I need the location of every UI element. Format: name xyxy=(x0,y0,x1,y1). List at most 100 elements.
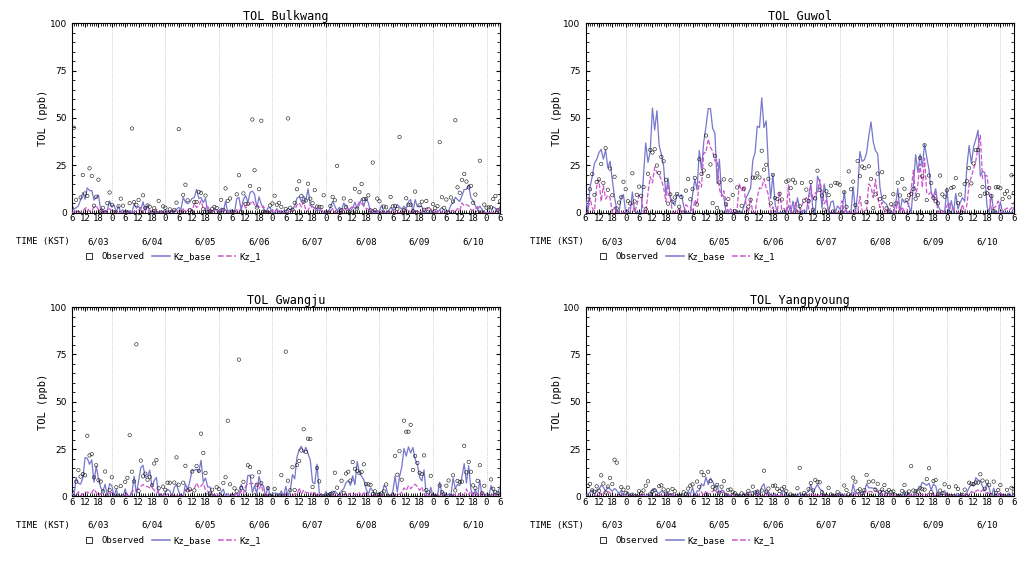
Observed xyxy=(651,481,668,491)
Observed xyxy=(238,492,254,501)
Observed xyxy=(722,176,738,185)
Observed xyxy=(242,181,258,190)
Text: 6/03: 6/03 xyxy=(88,521,110,530)
Observed xyxy=(372,489,388,499)
Observed xyxy=(336,194,352,203)
Observed xyxy=(635,486,651,495)
Observed xyxy=(731,492,748,501)
Observed xyxy=(186,197,203,207)
Observed xyxy=(926,193,942,203)
Observed xyxy=(850,157,866,166)
Observed xyxy=(173,492,189,501)
Observed xyxy=(856,164,872,173)
Observed xyxy=(179,486,196,495)
Observed xyxy=(827,492,844,501)
Observed xyxy=(627,197,643,206)
Observed xyxy=(727,206,743,215)
Observed xyxy=(291,456,307,465)
Observed xyxy=(711,178,727,187)
Observed xyxy=(584,169,600,179)
Observed xyxy=(646,145,663,154)
Observed xyxy=(934,488,950,498)
Observed xyxy=(733,489,750,498)
Observed xyxy=(640,169,656,179)
Observed xyxy=(353,467,370,477)
Observed xyxy=(177,180,194,189)
Observed xyxy=(122,430,138,440)
Observed xyxy=(81,451,97,460)
Kz_1 xyxy=(737,493,750,500)
Observed xyxy=(323,201,339,211)
Observed xyxy=(215,205,231,214)
Kz_base xyxy=(740,493,753,500)
Text: 6/08: 6/08 xyxy=(355,521,377,530)
Observed xyxy=(407,451,423,461)
Observed xyxy=(858,470,874,479)
Observed xyxy=(273,471,290,480)
Observed xyxy=(188,461,205,471)
Observed xyxy=(606,455,623,464)
Observed xyxy=(854,489,870,498)
Observed xyxy=(211,485,227,494)
Observed xyxy=(912,153,929,162)
Observed xyxy=(834,492,850,501)
Observed xyxy=(99,199,116,208)
Observed xyxy=(461,457,477,467)
Observed xyxy=(105,492,122,501)
Observed xyxy=(633,489,649,498)
Observed xyxy=(836,187,852,197)
Text: 6/03: 6/03 xyxy=(88,237,110,246)
Observed xyxy=(958,176,975,186)
Observed xyxy=(754,486,770,495)
Observed xyxy=(854,162,870,171)
Observed xyxy=(160,478,176,488)
Observed xyxy=(463,181,479,190)
Observed xyxy=(117,477,133,486)
Observed xyxy=(268,492,285,501)
Observed xyxy=(776,207,793,217)
Observed xyxy=(378,203,394,212)
Observed xyxy=(487,488,504,497)
Observed xyxy=(476,200,493,209)
Kz_base xyxy=(463,182,475,189)
Kz_1 xyxy=(221,208,233,215)
Observed xyxy=(863,174,880,183)
Observed xyxy=(794,491,810,500)
Observed xyxy=(171,124,187,134)
Kz_base xyxy=(295,443,307,450)
Observed xyxy=(92,477,109,486)
Observed xyxy=(193,429,209,439)
Observed xyxy=(157,485,173,495)
Observed xyxy=(693,169,710,179)
Observed xyxy=(593,159,609,169)
Observed xyxy=(847,477,863,486)
Observed xyxy=(325,192,341,201)
Observed xyxy=(302,194,318,203)
Observed xyxy=(758,160,774,169)
Kz_1 xyxy=(166,207,178,214)
Observed xyxy=(850,486,866,496)
Observed xyxy=(287,485,303,495)
Observed xyxy=(722,485,738,494)
Observed xyxy=(416,205,432,214)
Observed xyxy=(480,491,497,500)
Observed xyxy=(115,492,131,501)
Observed xyxy=(249,203,265,212)
Observed xyxy=(812,185,828,194)
Line: Kz_1: Kz_1 xyxy=(72,483,500,496)
Kz_base xyxy=(1008,204,1020,211)
Observed xyxy=(746,488,763,497)
Observed xyxy=(968,478,984,487)
Observed xyxy=(892,191,908,200)
Observed xyxy=(101,485,118,495)
Observed xyxy=(412,201,428,210)
Kz_1 xyxy=(580,209,592,216)
Observed xyxy=(338,202,354,211)
Observed xyxy=(939,186,955,195)
Observed xyxy=(423,208,439,217)
Kz_1 xyxy=(1008,199,1020,206)
Observed xyxy=(344,457,360,467)
Observed xyxy=(63,203,80,213)
Observed xyxy=(338,469,354,478)
Observed xyxy=(961,164,977,173)
